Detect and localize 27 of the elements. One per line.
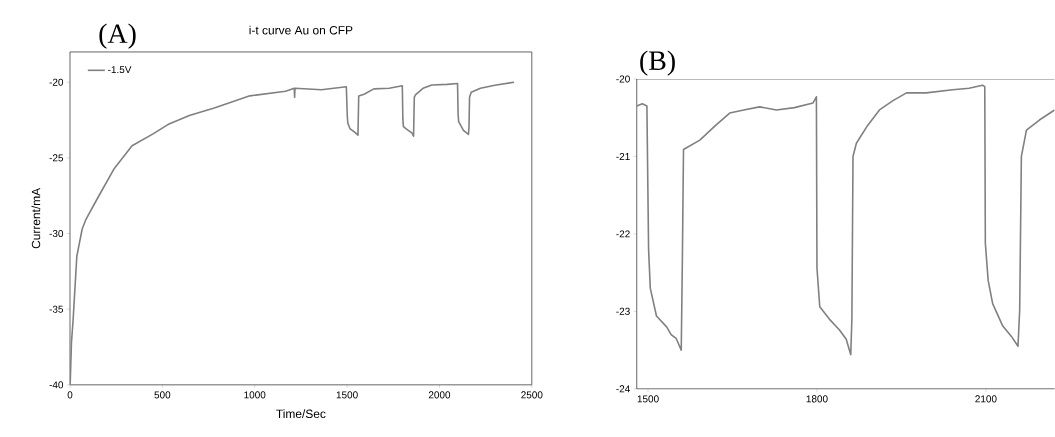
x-tick-label: 1000 (244, 391, 266, 399)
legend-label: -1.5V (108, 66, 132, 74)
text: (A) (99, 23, 136, 49)
x-tick-label: 1800 (806, 395, 828, 403)
y-tick-label: -22 (616, 230, 630, 238)
y-tick-label: -25 (49, 154, 64, 162)
line-series (69, 81, 515, 385)
x-tick-label: 0 (67, 391, 73, 399)
chart-title: i-t curve Au on CFP (249, 25, 353, 35)
x-axis-title: Time/Sec (276, 409, 326, 419)
y-tick-label: -20 (49, 78, 64, 86)
y-tick-label: -24 (616, 385, 630, 393)
y-tick-label: -20 (616, 75, 630, 83)
y-tick-label: -23 (616, 307, 630, 315)
x-tick-label: 2500 (521, 391, 543, 399)
text: (B) (640, 50, 675, 76)
y-tick-label: -35 (49, 305, 64, 313)
line-series (636, 84, 1055, 356)
x-tick-label: 2000 (428, 391, 451, 399)
x-tick-label: 2100 (975, 395, 997, 403)
x-tick-label: 500 (154, 391, 171, 399)
y-tick-label: -30 (49, 230, 64, 238)
y-axis-title: Current/mA (31, 187, 41, 249)
y-tick-label: -40 (49, 381, 64, 389)
x-tick-label: 1500 (336, 391, 358, 399)
x-tick-label: 1500 (637, 395, 659, 403)
y-tick-label: -21 (616, 153, 630, 160)
